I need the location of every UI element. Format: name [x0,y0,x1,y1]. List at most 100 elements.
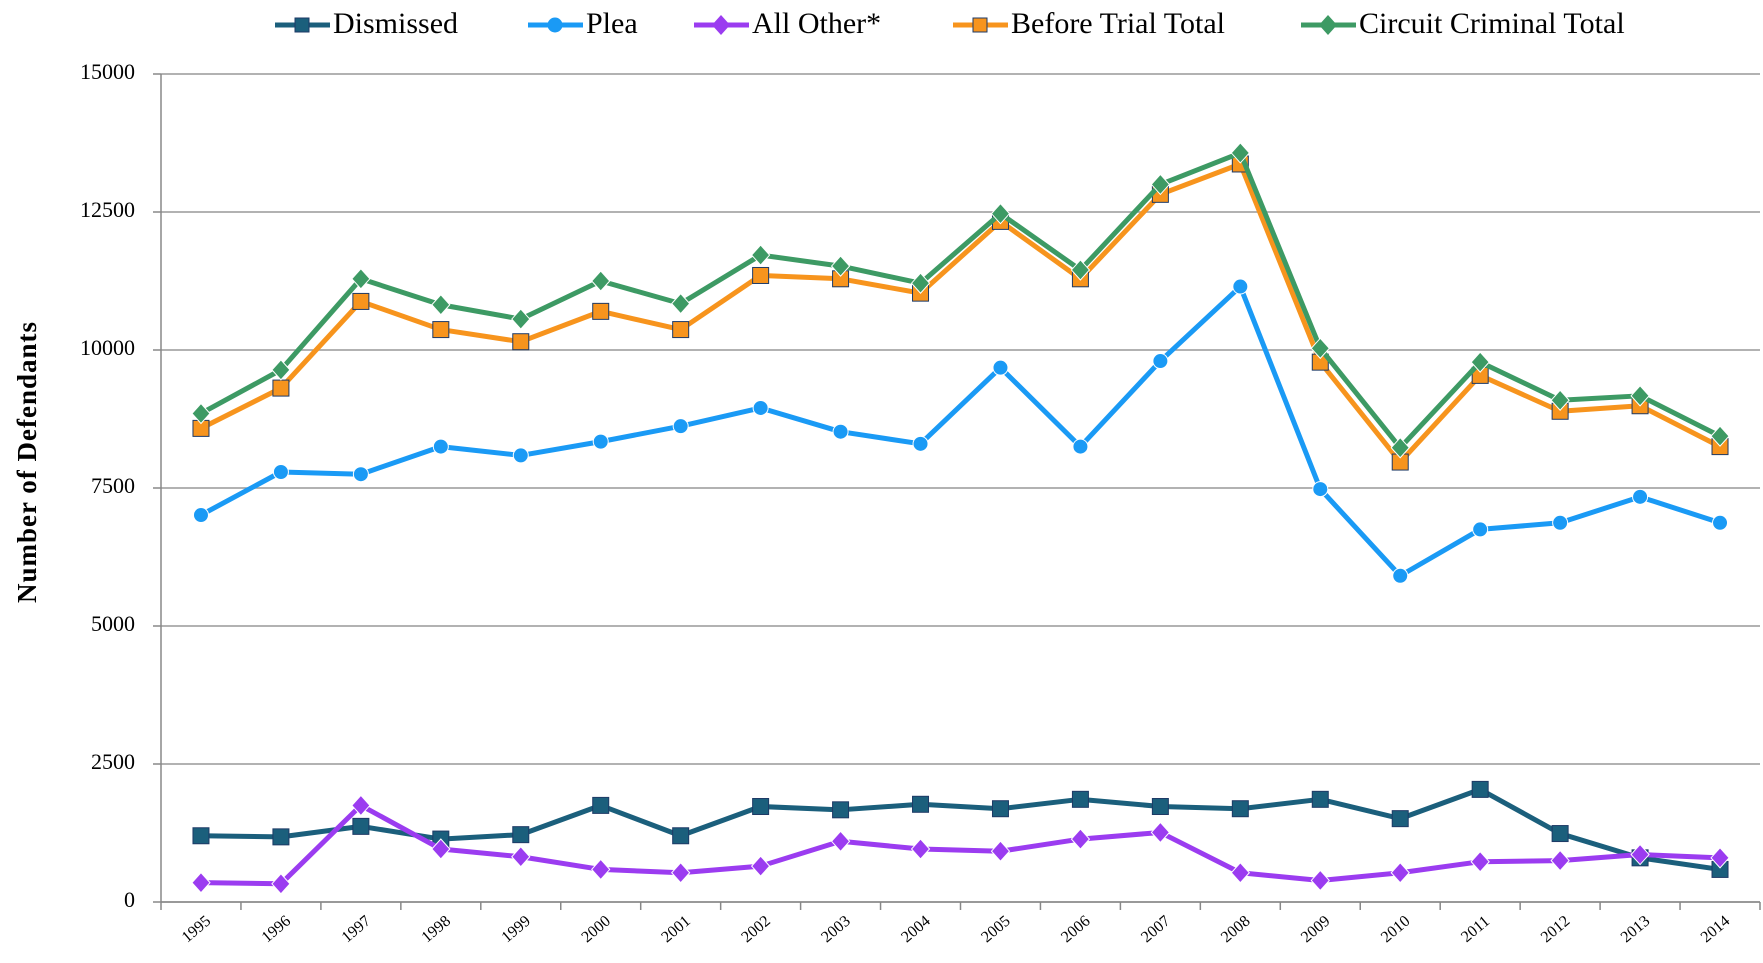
point [1310,337,1330,360]
x-tick-label: 2004 [898,913,933,947]
x-tick-label: 2007 [1138,913,1173,947]
x-tick-label: 1996 [259,913,294,947]
point [272,463,289,480]
point [990,840,1011,862]
x-tick-label: 2000 [578,913,613,947]
point [912,435,929,452]
point [272,379,290,397]
y-axis-title: Number of Defendants [12,321,42,603]
x-tick-label: 2009 [1298,913,1333,947]
point [1710,425,1730,447]
legend-marker [1319,15,1337,35]
point [752,798,770,816]
point [1231,800,1249,818]
legend-marker [972,17,988,33]
point [192,827,210,845]
point [591,858,611,881]
x-tick-label: 2010 [1378,913,1413,947]
point [672,321,690,339]
point [1630,385,1650,407]
point [752,399,769,416]
y-tick-label: 10000 [80,335,135,360]
y-tick-label: 15000 [80,59,135,84]
point [191,871,211,894]
series-line [199,161,1722,465]
point [1710,847,1730,869]
y-tick-label: 2500 [91,749,135,774]
legend-marker [294,17,310,33]
point [192,507,209,524]
point [1070,828,1091,850]
point [752,266,770,284]
point [1311,790,1329,808]
point [1550,849,1570,872]
point [1230,861,1250,884]
point [990,202,1011,225]
x-tick-label: 2012 [1538,913,1573,947]
y-tick-label: 5000 [91,611,135,636]
point [1312,481,1329,498]
point [432,438,449,455]
point [832,801,850,819]
point [351,268,371,290]
point [991,800,1009,818]
x-tick-label: 2013 [1618,913,1653,947]
x-tick-label: 1995 [179,913,214,947]
point [1392,567,1409,584]
point [271,359,291,381]
point [672,418,689,435]
x-tick-label: 2011 [1458,913,1493,946]
point [830,255,851,277]
point [1152,353,1169,370]
point [1712,514,1729,531]
x-tick-label: 2002 [738,913,773,947]
legend-label: Circuit Criminal Total [1359,7,1625,40]
y-tick-label: 12500 [80,197,135,222]
point [1390,436,1410,459]
legend-marker [712,15,730,35]
point [1630,843,1650,866]
point [1552,514,1569,531]
point [512,333,530,351]
point [352,292,370,310]
point [671,861,691,884]
point [672,827,690,845]
point [750,244,771,266]
legend-label: Plea [586,7,638,40]
x-tick-label: 2006 [1058,913,1093,947]
point [1150,173,1171,196]
series-line [200,802,1721,887]
point [750,855,771,877]
legend-label: Dismissed [333,7,458,40]
point [432,321,450,339]
x-tick-label: 2014 [1698,913,1733,947]
point [1072,438,1089,455]
point [1550,389,1570,411]
point [591,270,611,292]
point [671,292,691,315]
point [1470,351,1490,373]
legend-marker [547,17,563,33]
series-line [200,786,1721,872]
point [910,272,931,294]
point [912,795,930,813]
point [1470,850,1490,873]
series-line [199,284,1721,579]
point [352,466,369,483]
point [1632,488,1649,505]
series-line [199,150,1722,451]
point [1391,810,1409,828]
point [351,794,371,817]
point [271,873,291,895]
point [592,433,609,450]
x-tick-label: 1998 [419,913,454,947]
point [352,817,370,835]
point [592,302,610,320]
x-tick-label: 2008 [1218,913,1253,947]
point [511,845,531,868]
x-tick-label: 2001 [658,913,693,947]
point [511,308,531,330]
point [992,359,1009,376]
point [1551,825,1569,843]
